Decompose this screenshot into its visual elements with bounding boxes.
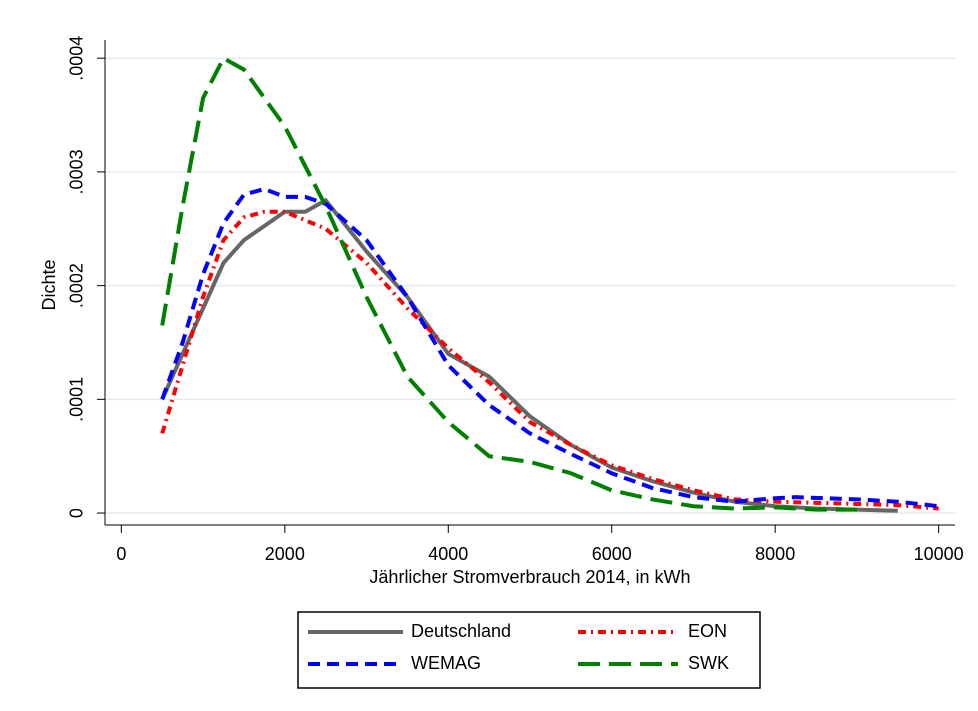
- x-tick-label: 6000: [592, 544, 632, 564]
- y-tick-label: .0001: [67, 377, 87, 422]
- x-tick-label: 8000: [755, 544, 795, 564]
- density-line: [160, 55, 857, 512]
- y-axis-label: Dichte: [39, 259, 59, 310]
- x-tick-label: 4000: [428, 544, 468, 564]
- y-tick-label: .0004: [67, 36, 87, 81]
- density-line: [160, 197, 898, 513]
- legend-label: SWK: [688, 653, 729, 673]
- legend-box: [297, 611, 761, 689]
- legend-label: Deutschland: [411, 621, 511, 641]
- legend-label: WEMAG: [411, 653, 481, 673]
- x-axis-label: Jährlicher Stromverbrauch 2014, in kWh: [369, 567, 690, 587]
- density-line: [160, 186, 939, 509]
- x-tick-label: 2000: [265, 544, 305, 564]
- x-tick-label: 0: [116, 544, 126, 564]
- y-tick-label: .0003: [67, 149, 87, 194]
- y-tick-label: .0002: [67, 263, 87, 308]
- density-line: [160, 209, 939, 511]
- legend-label: EON: [688, 621, 727, 641]
- x-tick-label: 10000: [914, 544, 964, 564]
- y-tick-label: 0: [67, 508, 87, 518]
